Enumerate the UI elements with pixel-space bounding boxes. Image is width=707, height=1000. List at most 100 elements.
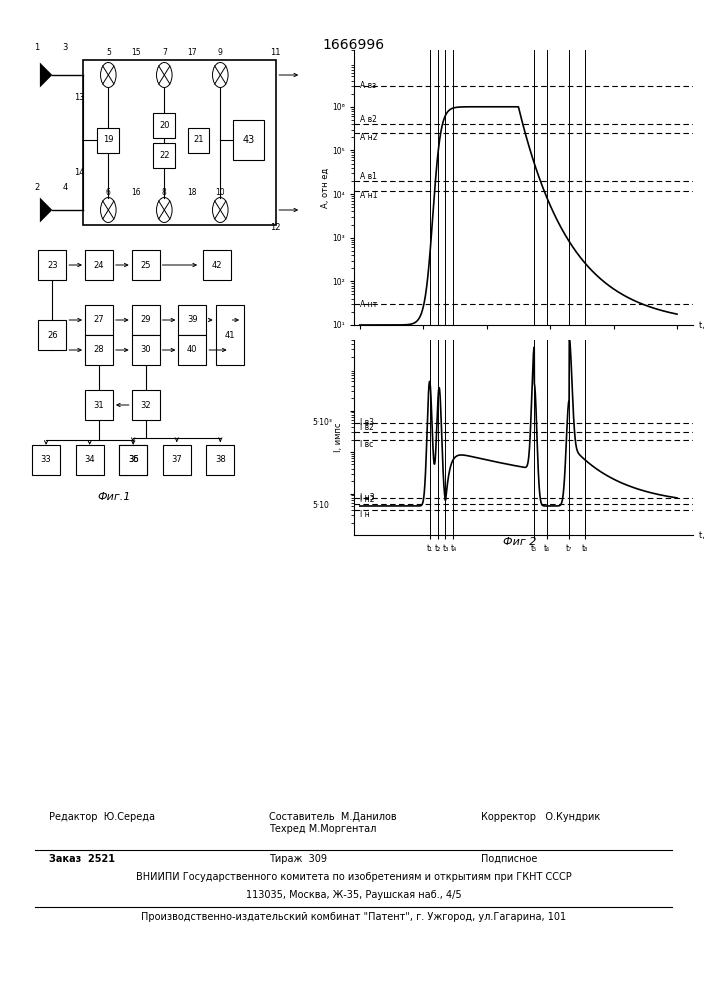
Bar — [233, 120, 264, 160]
Text: 18: 18 — [187, 188, 197, 197]
Bar — [187, 127, 209, 152]
Text: 21: 21 — [193, 135, 204, 144]
Text: 17: 17 — [187, 48, 197, 57]
Text: 15: 15 — [132, 48, 141, 57]
Text: I вс: I вс — [360, 440, 373, 449]
Text: 4: 4 — [62, 183, 67, 192]
Text: I в2: I в2 — [360, 423, 374, 432]
Text: A вз: A вз — [360, 81, 376, 90]
Text: Составитель  М.Данилов
Техред М.Моргентал: Составитель М.Данилов Техред М.Моргентал — [269, 812, 397, 834]
Text: 31: 31 — [93, 400, 105, 410]
Text: 32: 32 — [140, 400, 151, 410]
Text: 30: 30 — [140, 346, 151, 355]
Bar — [163, 445, 191, 475]
Text: 2: 2 — [34, 183, 40, 192]
Text: 1: 1 — [34, 43, 40, 52]
Bar — [38, 320, 66, 350]
Bar — [85, 305, 113, 335]
Bar — [119, 445, 147, 475]
Text: 43: 43 — [243, 135, 255, 145]
Text: Производственно-издательский комбинат "Патент", г. Ужгород, ул.Гагарина, 101: Производственно-издательский комбинат "П… — [141, 912, 566, 922]
Text: Фиг.1: Фиг.1 — [98, 492, 132, 502]
Bar — [132, 250, 160, 280]
Bar — [206, 445, 234, 475]
Bar — [153, 142, 175, 167]
Bar — [203, 250, 231, 280]
Text: 34: 34 — [84, 456, 95, 464]
Text: 14: 14 — [74, 168, 85, 177]
Bar — [38, 250, 66, 280]
Text: Тираж  309: Тираж 309 — [269, 854, 327, 864]
Text: Фиг 2: Фиг 2 — [503, 537, 537, 547]
Polygon shape — [40, 62, 52, 88]
Text: 20: 20 — [159, 120, 170, 129]
Text: 3: 3 — [62, 43, 67, 52]
Text: 37: 37 — [171, 456, 182, 464]
Bar — [132, 335, 160, 365]
Text: 13: 13 — [74, 93, 85, 102]
Text: Заказ  2521: Заказ 2521 — [49, 854, 115, 864]
Polygon shape — [40, 198, 52, 223]
Text: 40: 40 — [187, 346, 197, 355]
Text: 28: 28 — [93, 346, 105, 355]
Text: A в2: A в2 — [360, 115, 377, 124]
Text: 19: 19 — [103, 135, 114, 144]
Text: A н1: A н1 — [360, 191, 378, 200]
Text: 26: 26 — [47, 330, 58, 340]
Text: 11: 11 — [270, 48, 281, 57]
Text: 27: 27 — [93, 316, 105, 324]
Text: I в3: I в3 — [360, 418, 374, 427]
Bar — [178, 335, 206, 365]
Y-axis label: I, импс: I, импс — [334, 423, 343, 452]
Bar — [76, 445, 104, 475]
Text: 9: 9 — [218, 48, 223, 57]
Text: 10: 10 — [216, 188, 225, 197]
Text: 39: 39 — [187, 316, 198, 324]
Text: 33: 33 — [41, 456, 52, 464]
Text: 29: 29 — [141, 316, 151, 324]
Bar — [83, 60, 276, 225]
Text: 24: 24 — [94, 260, 104, 269]
Text: I н2: I н2 — [360, 495, 374, 504]
Text: ВНИИПИ Государственного комитета по изобретениям и открытиям при ГКНТ СССР: ВНИИПИ Государственного комитета по изоб… — [136, 872, 571, 882]
Text: Редактор  Ю.Середа: Редактор Ю.Середа — [49, 812, 156, 822]
Text: 35: 35 — [128, 456, 139, 464]
Text: I н: I н — [360, 510, 370, 519]
Text: 113035, Москва, Ж-35, Раушская наб., 4/5: 113035, Москва, Ж-35, Раушская наб., 4/5 — [246, 890, 461, 900]
Text: A нт: A нт — [360, 300, 377, 309]
Bar — [153, 112, 175, 137]
Bar — [32, 445, 60, 475]
Text: t, отн ед: t, отн ед — [699, 530, 707, 540]
Text: Корректор   О.Кундрик: Корректор О.Кундрик — [481, 812, 600, 822]
Text: 5: 5 — [106, 48, 111, 57]
Bar — [85, 250, 113, 280]
Bar — [85, 390, 113, 420]
Text: 36: 36 — [128, 456, 139, 464]
Text: 23: 23 — [47, 260, 58, 269]
Text: 41: 41 — [224, 330, 235, 340]
Text: Подписное: Подписное — [481, 854, 537, 864]
Bar — [98, 127, 119, 152]
Bar — [216, 305, 244, 365]
Bar — [132, 305, 160, 335]
Text: 22: 22 — [159, 150, 170, 159]
Text: A в1: A в1 — [360, 172, 377, 181]
Text: 38: 38 — [215, 456, 226, 464]
Text: I н3: I н3 — [360, 493, 375, 502]
Text: 12: 12 — [270, 223, 281, 232]
Text: 6: 6 — [106, 188, 111, 197]
Y-axis label: A, отн ед: A, отн ед — [322, 167, 330, 208]
Text: 25: 25 — [141, 260, 151, 269]
Text: 7: 7 — [162, 48, 167, 57]
Text: 5·10: 5·10 — [312, 501, 329, 510]
Text: 1666996: 1666996 — [322, 38, 385, 52]
Bar — [178, 305, 206, 335]
Text: 42: 42 — [212, 260, 223, 269]
Text: 16: 16 — [132, 188, 141, 197]
Bar — [119, 445, 147, 475]
Bar — [132, 390, 160, 420]
Bar — [85, 335, 113, 365]
Text: 5·10³: 5·10³ — [312, 418, 332, 427]
Text: t, отн ед: t, отн ед — [699, 320, 707, 330]
Text: 8: 8 — [162, 188, 167, 197]
